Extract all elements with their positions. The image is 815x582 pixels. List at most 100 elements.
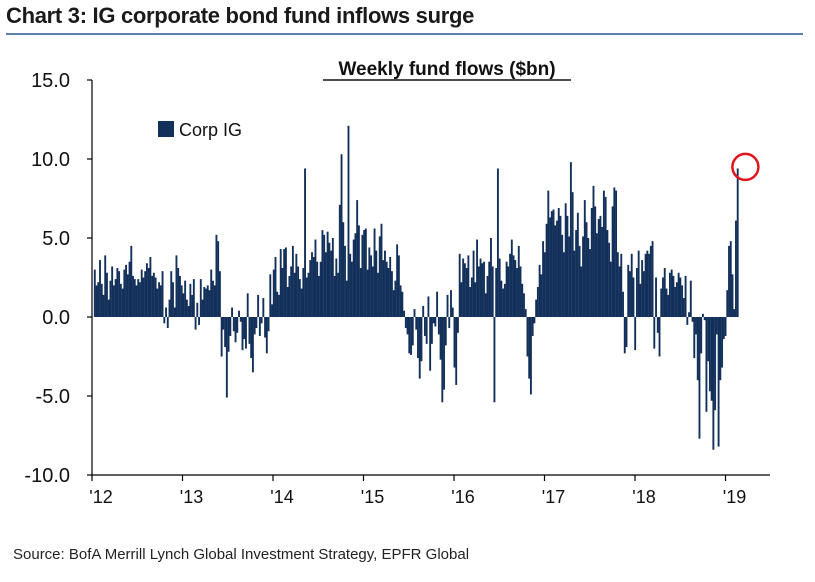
y-tick-label: 10.0 <box>31 149 70 171</box>
x-tick-label: '19 <box>723 487 746 507</box>
bar <box>668 272 671 317</box>
bar <box>450 290 452 317</box>
bar <box>168 299 171 317</box>
bar <box>728 245 730 317</box>
bar <box>276 291 279 317</box>
bar <box>733 309 736 317</box>
bar <box>580 266 583 317</box>
bar <box>314 239 317 317</box>
bar <box>443 317 445 390</box>
bar <box>180 285 183 317</box>
bar <box>509 253 512 317</box>
bar <box>305 277 308 317</box>
y-tick-label: -5.0 <box>36 386 70 408</box>
bar <box>212 280 214 317</box>
x-tick-label: '18 <box>632 487 655 507</box>
bar <box>316 261 319 317</box>
bar <box>318 275 320 317</box>
bar <box>172 282 174 317</box>
bar <box>311 252 313 317</box>
bar <box>347 125 350 317</box>
bar <box>95 285 98 317</box>
bar <box>166 317 169 329</box>
bar <box>345 280 348 317</box>
bar <box>573 250 576 317</box>
bar <box>695 317 697 335</box>
bar <box>210 269 213 317</box>
bar <box>269 274 272 317</box>
bar <box>307 272 310 317</box>
bar <box>552 209 555 317</box>
bar <box>634 317 637 351</box>
bar <box>519 266 522 317</box>
bar <box>352 239 355 317</box>
bar <box>147 268 150 317</box>
bar <box>689 280 692 317</box>
bar <box>578 245 581 317</box>
bar <box>185 299 188 317</box>
bar <box>293 272 296 317</box>
bar <box>632 277 635 317</box>
bar <box>470 277 473 317</box>
bar <box>104 255 107 317</box>
bar <box>413 309 416 317</box>
bar <box>505 261 508 317</box>
bar <box>378 236 381 317</box>
bar <box>389 256 392 317</box>
bar <box>535 299 538 317</box>
y-tick-label: 15.0 <box>31 70 70 92</box>
x-tick-label: '12 <box>89 487 112 507</box>
bar <box>302 268 305 317</box>
bar <box>290 266 293 317</box>
bar <box>321 230 324 317</box>
bar <box>232 317 235 332</box>
bar <box>707 317 710 362</box>
bar <box>208 290 211 317</box>
title-divider <box>6 33 803 35</box>
bar <box>125 264 128 317</box>
bar <box>173 307 176 317</box>
bar <box>248 317 251 344</box>
bar <box>260 317 263 324</box>
bar <box>705 317 708 412</box>
bar <box>279 249 282 317</box>
bar <box>330 250 333 317</box>
bar <box>444 317 447 346</box>
bar <box>271 304 273 317</box>
bar <box>251 317 254 373</box>
bar <box>702 313 704 317</box>
bar <box>642 271 645 317</box>
bar <box>418 317 421 379</box>
bar <box>566 215 569 317</box>
bar <box>735 220 737 317</box>
bar <box>342 222 345 317</box>
bar <box>540 274 543 317</box>
bar <box>656 317 659 333</box>
bar <box>496 168 499 317</box>
bar <box>696 317 699 381</box>
x-tick-label: '13 <box>180 487 203 507</box>
bar <box>484 293 487 317</box>
bar <box>731 274 734 317</box>
bar <box>651 241 654 317</box>
x-tick-label: '14 <box>270 487 293 507</box>
bar <box>670 269 673 317</box>
bar <box>665 288 668 317</box>
bar <box>479 258 482 317</box>
bar <box>250 317 253 359</box>
bar <box>585 222 588 317</box>
bar <box>599 215 602 317</box>
bar <box>602 190 605 317</box>
bar <box>344 245 346 317</box>
bar <box>455 317 458 385</box>
bar <box>206 285 209 317</box>
bar <box>523 293 525 317</box>
bar <box>338 204 341 317</box>
bar <box>123 269 126 317</box>
bar <box>357 225 360 317</box>
bar <box>674 286 677 317</box>
bar <box>161 271 164 317</box>
bar <box>582 236 584 317</box>
bar <box>189 283 192 317</box>
